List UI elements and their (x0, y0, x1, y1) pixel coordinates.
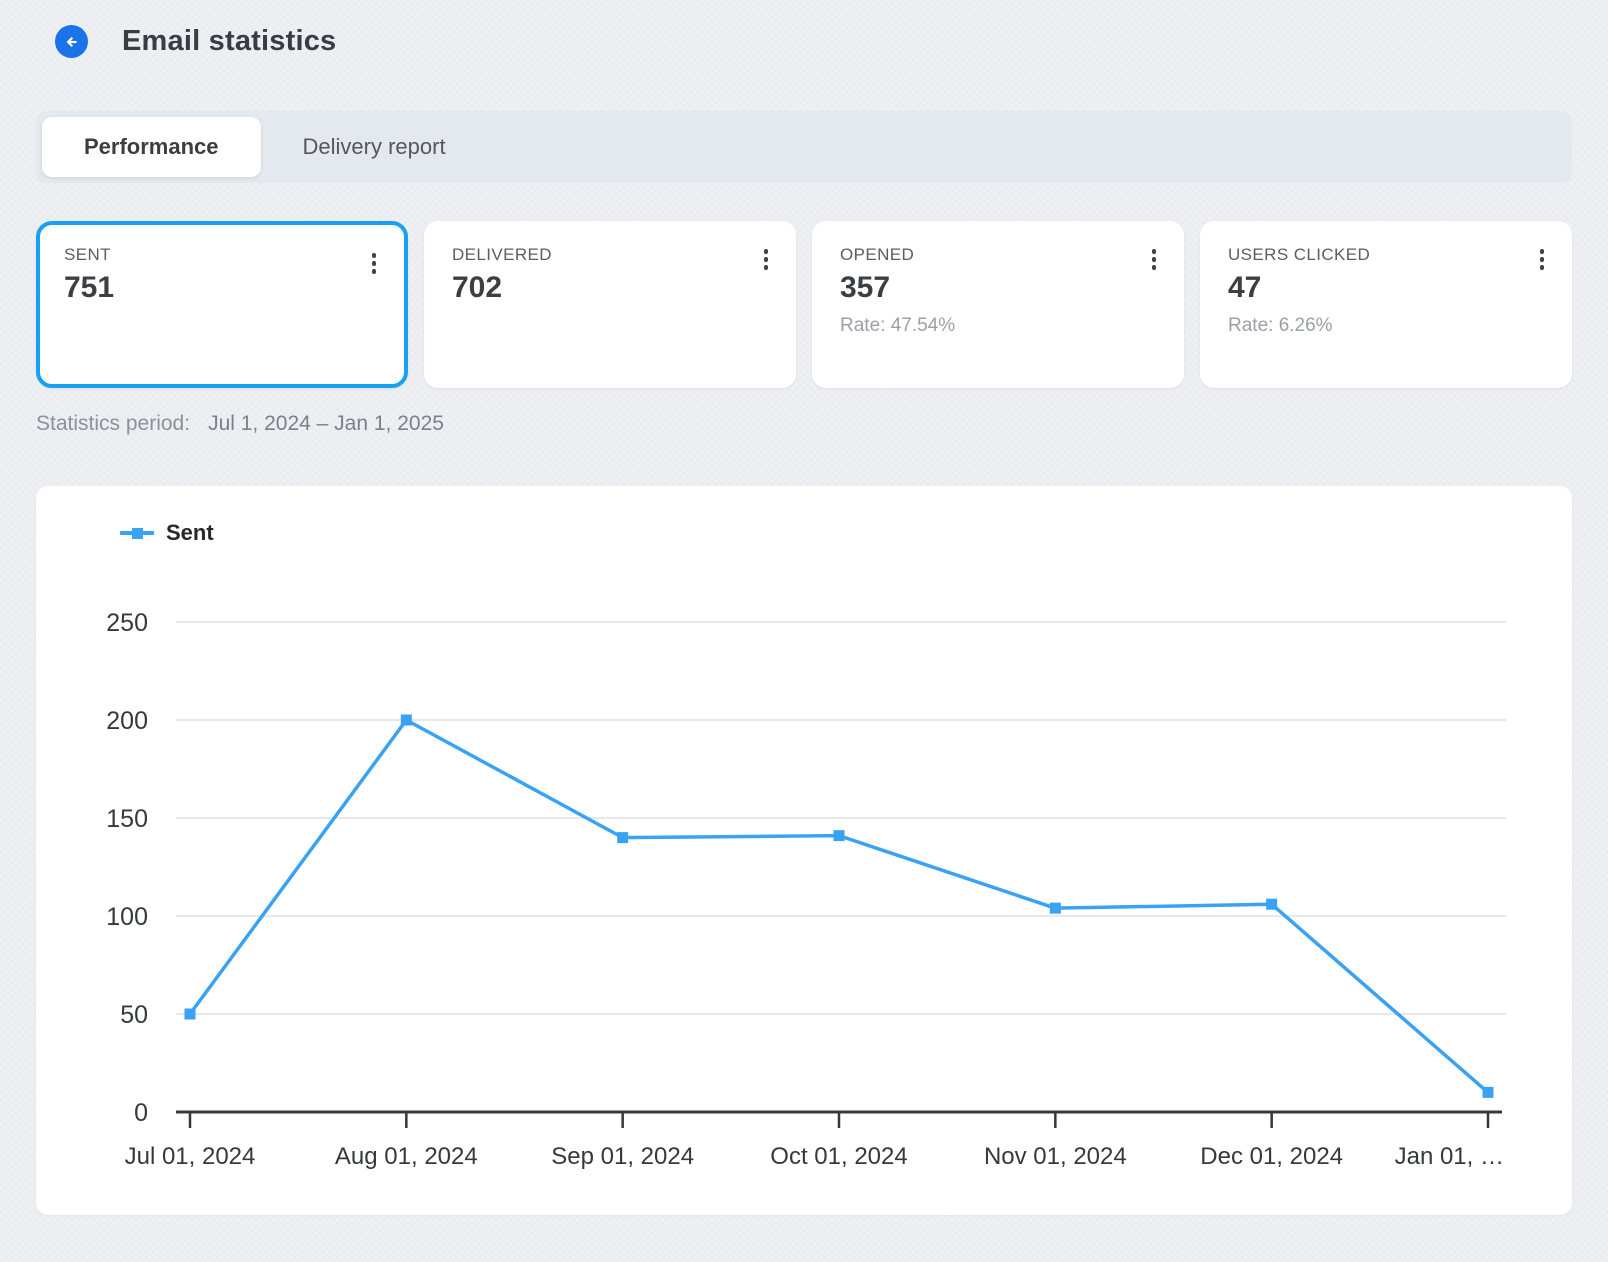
stat-card-rate (452, 315, 768, 337)
kebab-menu-icon[interactable] (762, 247, 771, 272)
svg-text:Sep 01, 2024: Sep 01, 2024 (551, 1143, 694, 1170)
stat-card-label: SENT (64, 245, 111, 264)
line-marker-icon (120, 527, 154, 539)
stat-card-sent[interactable]: SENT 751 (36, 221, 408, 388)
stat-card-delivered[interactable]: DELIVERED 702 (424, 221, 796, 388)
stat-card-opened[interactable]: OPENED 357 Rate: 47.54% (812, 221, 1184, 388)
svg-text:50: 50 (120, 1001, 148, 1029)
kebab-menu-icon[interactable] (370, 251, 379, 276)
svg-text:Jul 01, 2024: Jul 01, 2024 (125, 1143, 256, 1170)
statistics-period-label: Statistics period: (36, 412, 191, 435)
back-button[interactable] (55, 25, 88, 58)
svg-text:Aug 01, 2024: Aug 01, 2024 (335, 1143, 478, 1170)
stat-card-label: DELIVERED (452, 245, 552, 264)
kebab-menu-icon[interactable] (1150, 247, 1159, 272)
chart-legend[interactable]: Sent (120, 520, 214, 546)
stat-card-users-clicked[interactable]: USERS CLICKED 47 Rate: 6.26% (1200, 221, 1572, 388)
tab-bar: Performance Delivery report (36, 111, 1572, 183)
svg-text:100: 100 (106, 903, 148, 931)
stat-card-label: OPENED (840, 245, 915, 264)
stat-card-value: 357 (840, 271, 891, 304)
stat-card-value: 47 (1228, 271, 1262, 304)
statistics-period-value: Jul 1, 2024 – Jan 1, 2025 (208, 412, 444, 435)
sent-line-chart: 0 50 100 150 200 250 Jul 01, 2024 Aug 01, 2024 S… (106, 609, 1506, 1170)
statistics-period: Statistics period: Jul 1, 2024 – Jan 1, … (36, 412, 1572, 436)
page-title: Email statistics (122, 25, 337, 57)
svg-text:250: 250 (106, 609, 148, 637)
tab-delivery-report[interactable]: Delivery report (302, 134, 446, 159)
stat-card-value: 751 (64, 271, 115, 304)
svg-text:0: 0 (134, 1099, 148, 1127)
kebab-menu-icon[interactable] (1538, 247, 1547, 272)
stat-card-rate: Rate: 6.26% (1228, 315, 1333, 336)
stat-card-rate (64, 315, 380, 337)
tab-performance[interactable]: Performance (42, 117, 261, 177)
page-header: Email statistics (36, 25, 1572, 58)
stat-card-value: 702 (452, 271, 503, 304)
sent-chart-card: Sent 0 50 100 150 200 250 Jul 01, 2024 Aug 01, … (36, 486, 1572, 1215)
svg-text:Jan 01, …: Jan 01, … (1395, 1143, 1504, 1170)
email-statistics-page: Email statistics Performance Delivery re… (0, 25, 1608, 1215)
stat-cards-row: SENT 751 DELIVERED 702 OPENED 357 Rate: … (36, 221, 1572, 388)
svg-text:Nov 01, 2024: Nov 01, 2024 (984, 1143, 1127, 1170)
svg-text:Dec 01, 2024: Dec 01, 2024 (1200, 1143, 1343, 1170)
stat-card-rate: Rate: 47.54% (840, 315, 956, 336)
svg-text:150: 150 (106, 805, 148, 833)
stat-card-label: USERS CLICKED (1228, 245, 1371, 264)
arrow-left-icon (66, 36, 77, 47)
svg-text:200: 200 (106, 707, 148, 735)
legend-label-sent: Sent (166, 520, 214, 545)
svg-text:Oct 01, 2024: Oct 01, 2024 (770, 1143, 907, 1170)
